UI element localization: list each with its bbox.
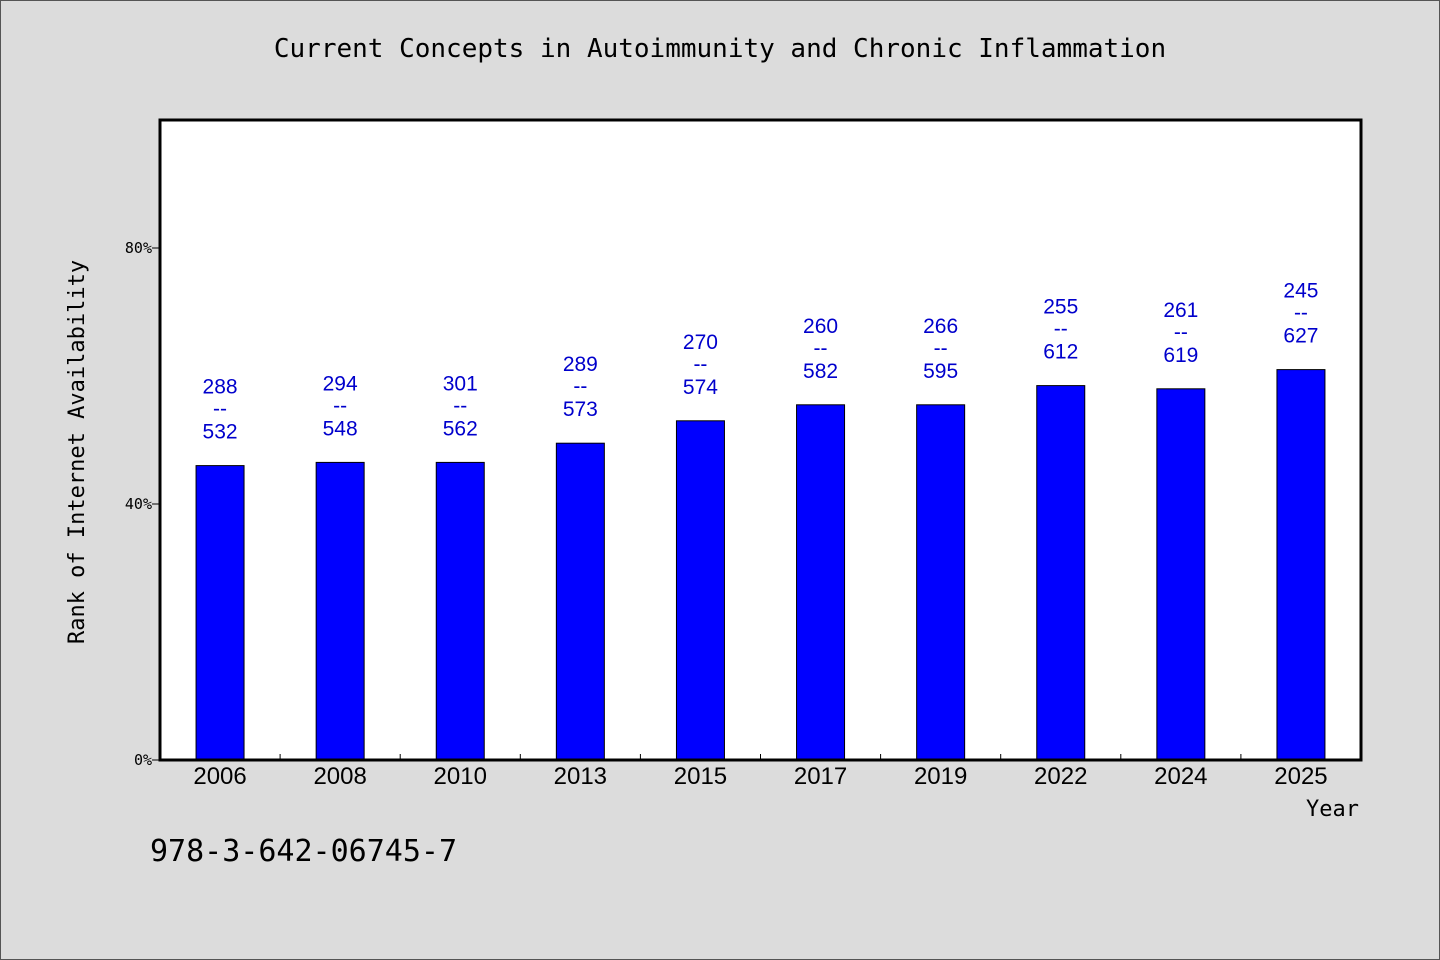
bar-2008 — [315, 461, 365, 761]
plot-border — [158, 118, 1363, 762]
bar-label-2025-bottom: 627 — [1283, 325, 1318, 348]
x-tick-label-2024: 2024 — [1154, 763, 1207, 790]
bar-2019 — [916, 404, 966, 761]
bar-label-2024-bottom: 619 — [1163, 344, 1198, 367]
bar-label-2006-top: 288 — [203, 376, 238, 399]
y-axis-label: Rank of Internet Availability — [65, 260, 90, 644]
bar-2013 — [555, 442, 605, 761]
bar-label-2010-bottom: 562 — [443, 417, 478, 440]
bar-label-2008-bottom: 548 — [323, 417, 358, 440]
bar-2025 — [1276, 369, 1326, 761]
x-tick-label-2008: 2008 — [313, 763, 366, 790]
chart-title: Current Concepts in Autoimmunity and Chr… — [273, 34, 1167, 64]
bar-2010 — [435, 461, 485, 761]
bar-label-2006-bottom: 532 — [203, 421, 238, 444]
bar-label-2015-sep: -- — [693, 353, 707, 376]
bar-label-2015-bottom: 574 — [683, 376, 718, 399]
bar-label-2008-sep: -- — [333, 394, 347, 417]
bar-label-2024-sep: -- — [1174, 321, 1188, 344]
bar-label-2006-sep: -- — [213, 398, 227, 421]
bar-2006 — [195, 465, 245, 761]
bar-label-2008-top: 294 — [323, 372, 358, 395]
bar-label-2022-bottom: 612 — [1043, 341, 1078, 364]
bar-2024 — [1156, 388, 1206, 761]
bar-label-2017-sep: -- — [814, 337, 828, 360]
x-tick-label-2015: 2015 — [674, 763, 727, 790]
bar-label-2019-top: 266 — [923, 315, 958, 338]
y-tick-label: 40% — [125, 495, 152, 513]
x-tick-label-2010: 2010 — [434, 763, 487, 790]
x-tick-label-2017: 2017 — [794, 763, 847, 790]
bar-label-2015-top: 270 — [683, 331, 718, 354]
bar-label-2022-sep: -- — [1054, 318, 1068, 341]
bar-label-2019-bottom: 595 — [923, 360, 958, 383]
x-tick-label-2025: 2025 — [1274, 763, 1327, 790]
bar-label-2025-top: 245 — [1283, 280, 1318, 303]
bar-label-2019-sep: -- — [934, 337, 948, 360]
x-tick-label-2013: 2013 — [554, 763, 607, 790]
bar-label-2010-sep: -- — [453, 394, 467, 417]
x-tick-label-2022: 2022 — [1034, 763, 1087, 790]
bar-2015 — [675, 420, 725, 761]
bar-2022 — [1036, 385, 1086, 761]
y-tick-label: 80% — [125, 239, 152, 257]
bar-label-2024-top: 261 — [1163, 299, 1198, 322]
x-axis-label: Year — [1306, 797, 1359, 822]
y-axis-ticks: 0% 40% 80% — [125, 239, 160, 769]
bar-label-2010-top: 301 — [443, 372, 478, 395]
bar-2017 — [796, 404, 846, 761]
bars-group — [195, 369, 1326, 761]
x-tick-label-2019: 2019 — [914, 763, 967, 790]
bar-label-2017-bottom: 582 — [803, 360, 838, 383]
y-tick-label: 0% — [134, 751, 152, 769]
bar-label-2025-sep: -- — [1294, 302, 1308, 325]
bar-label-2013-bottom: 573 — [563, 398, 598, 421]
bar-label-2013-sep: -- — [573, 375, 587, 398]
isbn-label: 978-3-642-06745-7 — [150, 834, 458, 869]
bar-labels-group: 288--532294--548301--562289--573270--574… — [203, 280, 1319, 444]
bar-label-2013-top: 289 — [563, 353, 598, 376]
x-tick-label-2006: 2006 — [193, 763, 246, 790]
bar-label-2017-top: 260 — [803, 315, 838, 338]
bar-label-2022-top: 255 — [1043, 296, 1078, 319]
